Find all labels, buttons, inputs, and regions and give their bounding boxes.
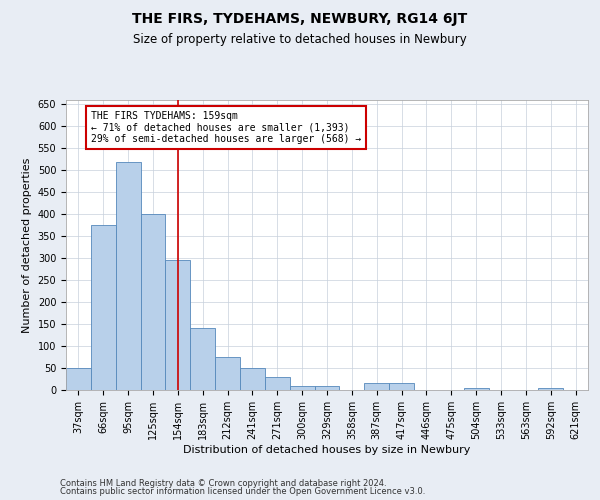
Bar: [290, 386, 314, 390]
Bar: [314, 386, 340, 390]
Bar: [66, 368, 91, 390]
Bar: [538, 388, 563, 390]
Bar: [265, 377, 290, 390]
Bar: [91, 225, 116, 390]
Text: THE FIRS TYDEHAMS: 159sqm
← 71% of detached houses are smaller (1,393)
29% of se: THE FIRS TYDEHAMS: 159sqm ← 71% of detac…: [91, 111, 361, 144]
Text: Size of property relative to detached houses in Newbury: Size of property relative to detached ho…: [133, 32, 467, 46]
Text: THE FIRS, TYDEHAMS, NEWBURY, RG14 6JT: THE FIRS, TYDEHAMS, NEWBURY, RG14 6JT: [133, 12, 467, 26]
Text: Contains HM Land Registry data © Crown copyright and database right 2024.: Contains HM Land Registry data © Crown c…: [60, 478, 386, 488]
Y-axis label: Number of detached properties: Number of detached properties: [22, 158, 32, 332]
Bar: [364, 384, 389, 390]
Bar: [140, 214, 166, 390]
Bar: [190, 328, 215, 390]
Bar: [389, 384, 414, 390]
X-axis label: Distribution of detached houses by size in Newbury: Distribution of detached houses by size …: [184, 444, 470, 454]
Bar: [166, 260, 190, 390]
Text: Contains public sector information licensed under the Open Government Licence v3: Contains public sector information licen…: [60, 487, 425, 496]
Bar: [116, 162, 140, 390]
Bar: [215, 357, 240, 390]
Bar: [464, 388, 488, 390]
Bar: [240, 368, 265, 390]
